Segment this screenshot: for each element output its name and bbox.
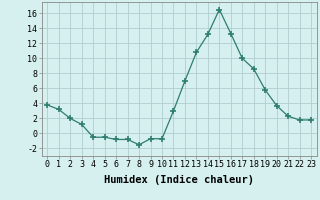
X-axis label: Humidex (Indice chaleur): Humidex (Indice chaleur) [104,175,254,185]
